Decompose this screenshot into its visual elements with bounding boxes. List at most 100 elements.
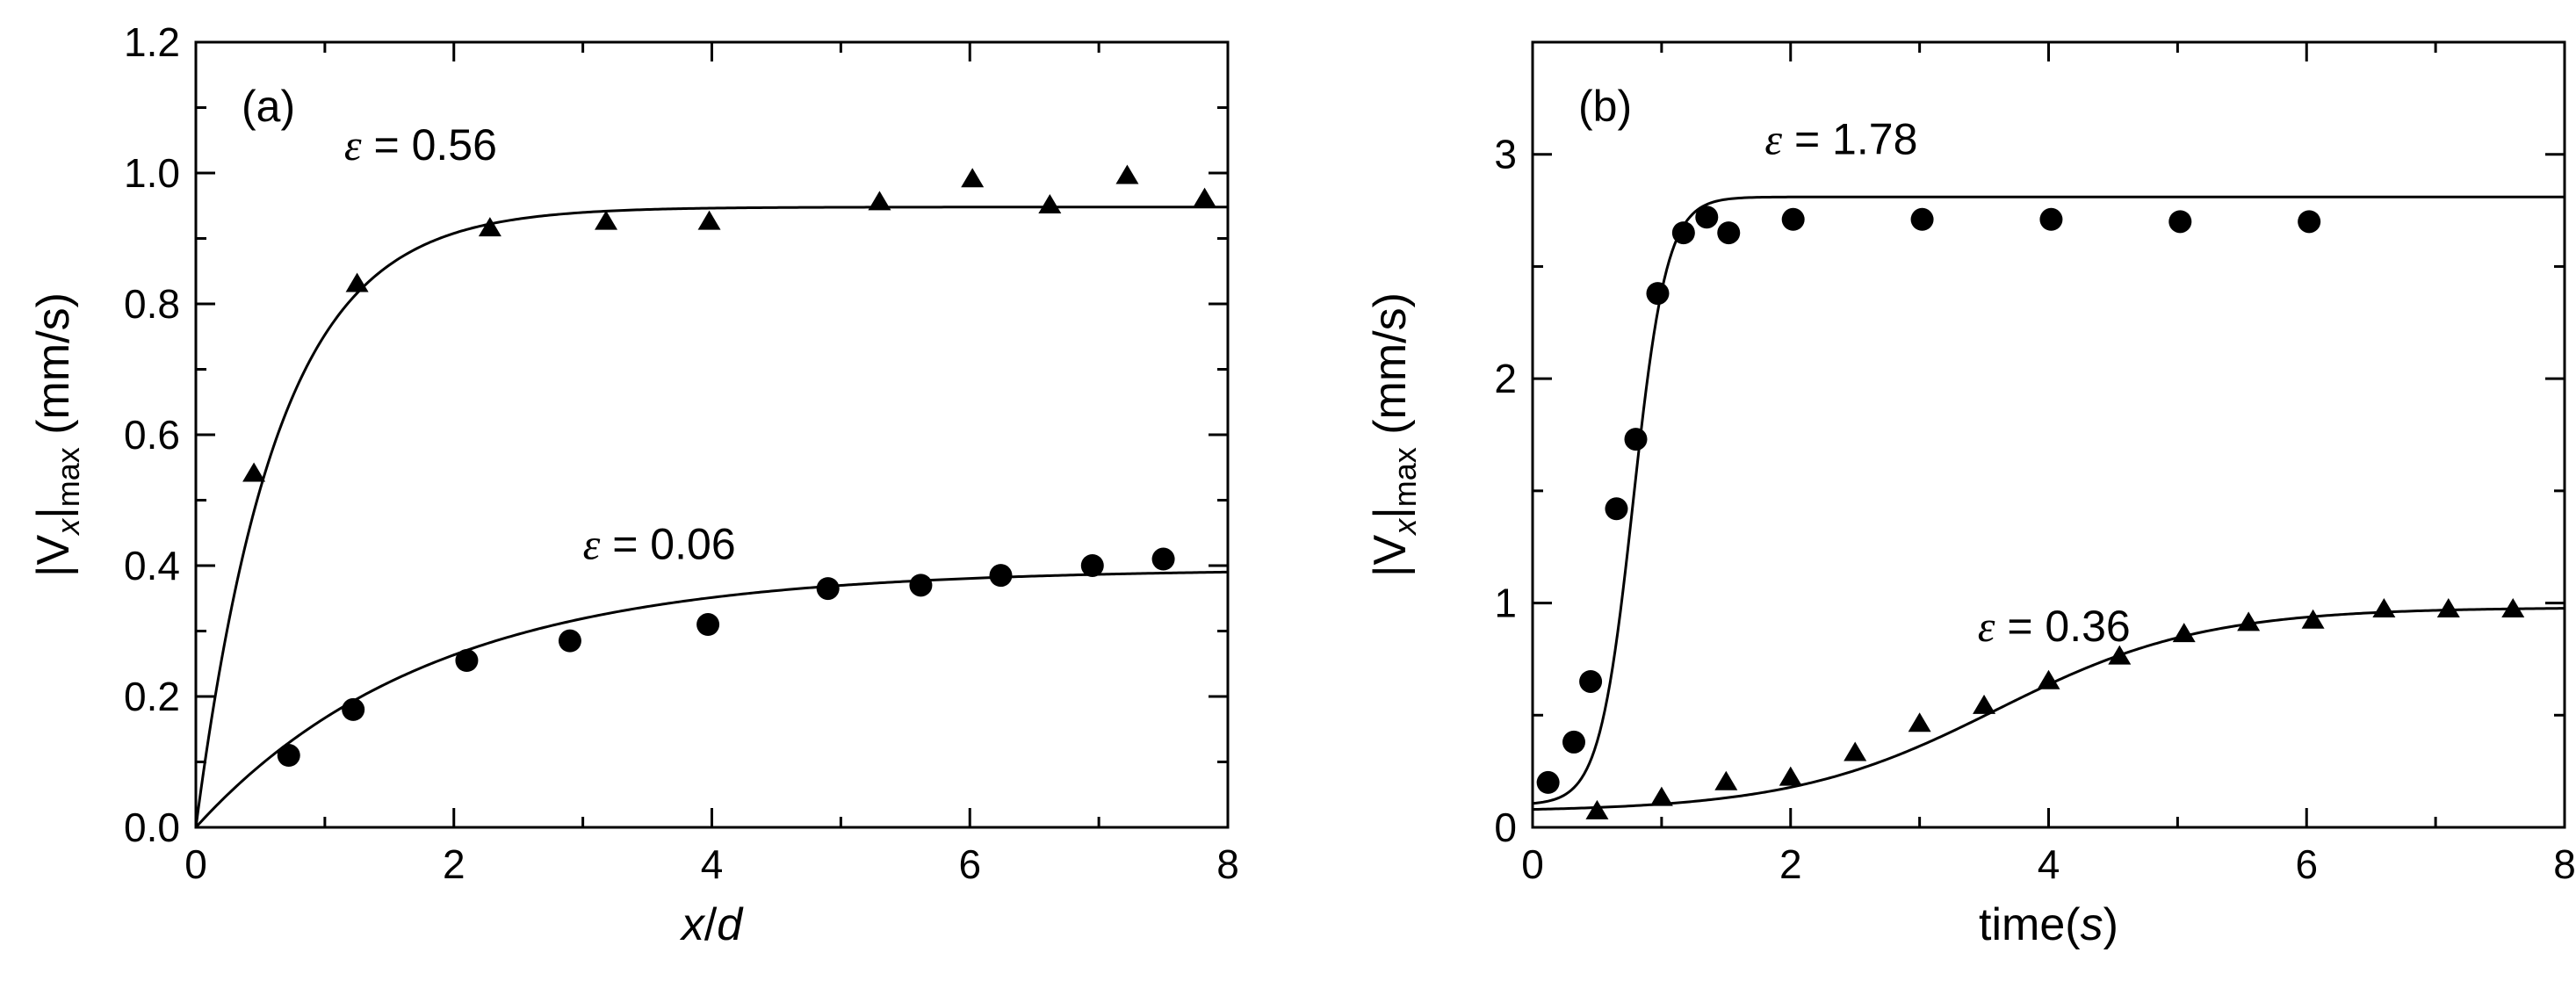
data-point-circle: [1781, 207, 1805, 231]
x-axis-label-part: ): [2103, 899, 2118, 950]
data-point-circle: [1717, 221, 1741, 245]
data-point-triangle: [2037, 669, 2060, 689]
data-point-circle: [816, 577, 840, 601]
data-point-circle: [342, 697, 365, 721]
x-tick-label: 8: [2553, 841, 2576, 887]
series-label-value: = 0.56: [362, 120, 497, 170]
x-axis-label-part: x: [679, 899, 706, 950]
data-point-triangle: [2436, 598, 2460, 618]
data-point-circle: [1151, 547, 1175, 571]
panel-b: 0 2 4 6 8 0 1 2 3 (b) time(s) |Vx|max (mm/s) ε = 1.7…: [1365, 40, 2576, 950]
data-point-triangle: [1038, 194, 1062, 214]
data-point-triangle: [697, 210, 721, 230]
data-point-triangle: [868, 191, 891, 211]
x-tick-label: 2: [1779, 841, 1802, 887]
y-axis-label-part: |: [1365, 507, 1416, 519]
series-label: ε = 0.56: [344, 120, 497, 170]
data-point-circle: [455, 649, 479, 673]
y-axis-label-part: |V: [1365, 534, 1416, 577]
data-point-triangle: [595, 210, 618, 230]
data-point-triangle: [2108, 645, 2132, 665]
series-label: ε = 0.36: [1978, 602, 2131, 651]
y-tick-label: 3: [1494, 132, 1517, 177]
data-point-triangle: [2172, 623, 2196, 643]
data-point-triangle: [345, 272, 369, 292]
data-point-triangle: [242, 462, 266, 482]
data-point-triangle: [2237, 611, 2261, 631]
panel-a: 0 2 4 6 80.00.20.40.60.81.01.2(a)x/d|Vx|max …: [28, 19, 1239, 950]
data-point-circle: [1579, 669, 1603, 693]
x-axis-label: x/d: [679, 899, 744, 950]
fit-curve: [194, 206, 1228, 828]
y-tick-label: 2: [1494, 356, 1517, 401]
y-axis-label-part: |V: [28, 534, 79, 577]
data-point-circle: [1695, 206, 1719, 229]
data-point-circle: [696, 613, 720, 637]
x-axis-label: time(s): [1979, 899, 2118, 950]
data-point-circle: [989, 564, 1013, 588]
data-point-triangle: [2301, 609, 2325, 629]
data-point-circle: [1671, 221, 1695, 245]
data-point-triangle: [1115, 164, 1139, 184]
data-point-circle: [1646, 282, 1670, 306]
series-label-value: = 0.06: [600, 520, 735, 569]
epsilon-symbol: ε: [1764, 115, 1782, 164]
data-point-circle: [2039, 207, 2063, 231]
data-point-triangle: [478, 217, 501, 237]
x-tick-label: 4: [2038, 841, 2060, 887]
y-tick-label: 0.6: [124, 412, 180, 458]
data-point-circle: [2168, 210, 2192, 234]
data-point-triangle: [1193, 187, 1216, 207]
y-axis-label: |Vx|max (mm/s): [1365, 292, 1423, 577]
data-point-triangle: [2372, 598, 2396, 618]
y-axis-label-part: |: [28, 507, 79, 519]
panel-label: (b): [1578, 82, 1632, 131]
x-axis-label-part: s: [2081, 899, 2103, 950]
epsilon-symbol: ε: [583, 520, 601, 569]
data-point-triangle: [1779, 766, 1802, 786]
plot-frame: [1531, 40, 2566, 829]
data-point-circle: [1080, 554, 1104, 577]
y-tick-label: 0.2: [124, 674, 180, 719]
y-axis-label-part: max: [50, 447, 86, 507]
epsilon-symbol: ε: [344, 120, 362, 170]
x-axis-label-part: time(: [1979, 899, 2081, 950]
data-point-triangle: [1649, 786, 1673, 806]
y-tick-label: 0.0: [124, 805, 180, 850]
fit-curve: [1532, 195, 2565, 805]
x-tick-label: 6: [2295, 841, 2318, 887]
y-axis-label-part: (mm/s): [28, 292, 79, 447]
panel-label: (a): [242, 82, 295, 131]
y-tick-label: 1.2: [124, 19, 180, 65]
data-point-triangle: [1973, 694, 1996, 714]
data-point-circle: [1562, 730, 1585, 754]
x-tick-label: 6: [958, 841, 981, 887]
x-tick-label: 8: [1216, 841, 1239, 887]
data-point-triangle: [1714, 770, 1738, 790]
y-axis-label-part: x: [50, 517, 86, 537]
x-axis-label-part: d: [717, 899, 744, 950]
data-point-triangle: [1585, 799, 1609, 819]
data-point-circle: [277, 744, 300, 768]
series-label: ε = 0.06: [583, 520, 736, 569]
y-tick-label: 0.4: [124, 543, 180, 588]
data-point-triangle: [961, 168, 985, 188]
data-point-triangle: [1844, 741, 1867, 761]
x-tick-label: 4: [701, 841, 724, 887]
data-point-circle: [909, 574, 933, 597]
y-axis-label-part: (mm/s): [1365, 292, 1416, 447]
series-label-value: = 1.78: [1782, 115, 1917, 164]
y-axis-label: |Vx|max (mm/s): [28, 292, 86, 577]
y-tick-label: 1: [1494, 581, 1517, 626]
x-tick-label: 0: [1521, 841, 1544, 887]
data-point-triangle: [2501, 598, 2525, 618]
data-point-circle: [1536, 770, 1560, 794]
series-label-value: = 0.36: [1995, 602, 2130, 651]
x-axis-label-part: /: [704, 899, 718, 950]
y-axis-label-part: x: [1387, 517, 1423, 537]
data-point-triangle: [1908, 712, 1931, 732]
data-point-circle: [2298, 210, 2321, 234]
epsilon-symbol: ε: [1978, 602, 1995, 651]
data-point-circle: [1910, 207, 1934, 231]
